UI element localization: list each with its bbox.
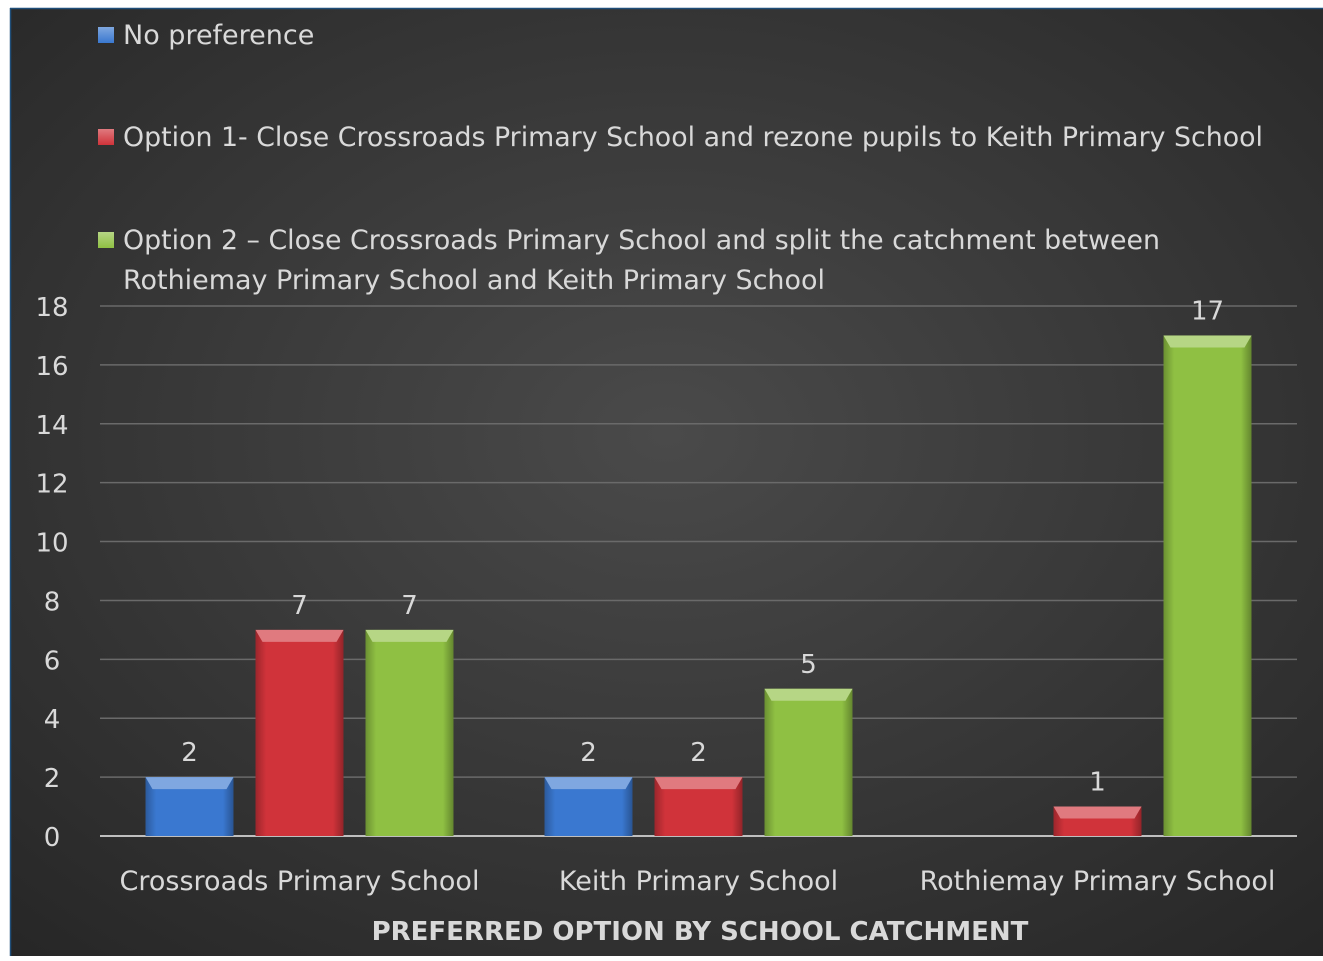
legend-label: Option 1- Close Crossroads Primary Schoo… <box>123 122 1263 153</box>
legend-entry: Option 1- Close Crossroads Primary Schoo… <box>98 122 1263 153</box>
legend-label: Rothiemay Primary School and Keith Prima… <box>123 265 825 296</box>
y-tick-label: 2 <box>44 764 61 794</box>
bar-bevel <box>145 777 234 790</box>
bar-body <box>764 688 853 836</box>
data-label: 2 <box>690 738 707 768</box>
x-tick-label: Keith Primary School <box>559 866 838 897</box>
legend-swatch <box>98 129 114 145</box>
bar <box>145 777 234 836</box>
x-axis-title: PREFERRED OPTION BY SCHOOL CATCHMENT <box>372 917 1029 947</box>
y-tick-label: 6 <box>44 646 61 676</box>
legend-entry: Option 2 – Close Crossroads Primary Scho… <box>98 225 1160 296</box>
y-tick-label: 10 <box>35 529 68 559</box>
y-tick-label: 4 <box>44 705 61 735</box>
y-tick-label: 12 <box>35 470 68 500</box>
bar-bevel <box>1163 335 1252 348</box>
bar-bevel <box>365 629 454 642</box>
bar <box>255 629 344 836</box>
bar <box>764 688 853 836</box>
data-label: 17 <box>1191 296 1224 326</box>
legend-swatch <box>98 27 114 43</box>
y-tick-label: 0 <box>44 823 61 853</box>
bar <box>654 777 743 836</box>
y-tick-label: 14 <box>35 411 68 441</box>
bars <box>145 335 1252 836</box>
y-axis-ticks: 0 2 4 6 8 10 12 14 16 18 <box>35 293 68 853</box>
data-label: 2 <box>181 738 198 768</box>
legend: No preference Option 1- Close Crossroads … <box>98 20 1263 296</box>
data-label: 5 <box>800 650 817 680</box>
bar-body <box>255 629 344 836</box>
legend-swatch <box>98 232 114 248</box>
bar <box>365 629 454 836</box>
data-label: 7 <box>401 591 418 621</box>
bar-bevel <box>544 777 633 790</box>
bar <box>544 777 633 836</box>
data-label: 1 <box>1089 768 1106 798</box>
bar-body <box>1163 335 1252 836</box>
bar <box>1163 335 1252 836</box>
legend-label: Option 2 – Close Crossroads Primary Scho… <box>123 225 1160 256</box>
bar-bevel <box>654 777 743 790</box>
data-label: 2 <box>580 738 597 768</box>
data-label: 7 <box>291 591 308 621</box>
x-tick-label: Rothiemay Primary School <box>920 866 1276 897</box>
y-tick-label: 16 <box>35 352 68 382</box>
legend-label: No preference <box>123 20 314 51</box>
y-tick-label: 8 <box>44 587 61 617</box>
bar-bevel <box>255 629 344 642</box>
x-tick-label: Crossroads Primary School <box>120 866 480 897</box>
bar-bevel <box>764 688 853 701</box>
x-axis-categories: Crossroads Primary School Keith Primary S… <box>120 866 1276 897</box>
bar-body <box>365 629 454 836</box>
y-tick-label: 18 <box>35 293 68 323</box>
bar-bevel <box>1053 806 1142 819</box>
bar <box>1053 806 1142 836</box>
legend-entry: No preference <box>98 20 314 51</box>
data-labels: 2 7 7 2 2 5 1 17 <box>181 296 1224 797</box>
